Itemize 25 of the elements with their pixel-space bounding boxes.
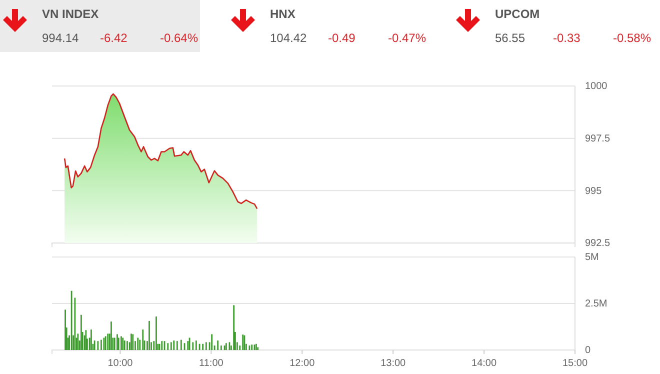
y-tick-label: 992.5: [585, 238, 610, 250]
y-tick-label: 1000: [585, 81, 608, 92]
x-tick-label: 10:00: [108, 358, 134, 370]
y-tick-label: 997.5: [585, 134, 610, 145]
text: 56.55: [495, 31, 526, 45]
text: HNX: [270, 7, 296, 21]
x-tick-label: 14:00: [472, 358, 497, 370]
x-tick-label: 13:00: [380, 358, 406, 370]
text: -6.42: [100, 31, 128, 45]
x-tick-label: 12:00: [290, 358, 316, 370]
text: -0.64%: [160, 31, 198, 45]
y-tick-label: 995: [585, 186, 602, 197]
text: VN INDEX: [42, 7, 99, 21]
y-tick-label: 0: [585, 345, 591, 356]
y-tick-label: 5M: [585, 252, 599, 264]
y-tick-label: 2.5M: [585, 298, 608, 310]
x-tick-label: 15:00: [562, 358, 588, 370]
x-tick-label: 11:00: [199, 358, 224, 370]
text: 994.14: [42, 31, 80, 45]
text: -0.47%: [388, 31, 426, 45]
text: -0.33: [553, 31, 581, 45]
text: -0.49: [328, 31, 356, 45]
text: 104.42: [270, 31, 308, 45]
text: UPCOM: [495, 7, 540, 21]
text: -0.58%: [613, 31, 652, 45]
